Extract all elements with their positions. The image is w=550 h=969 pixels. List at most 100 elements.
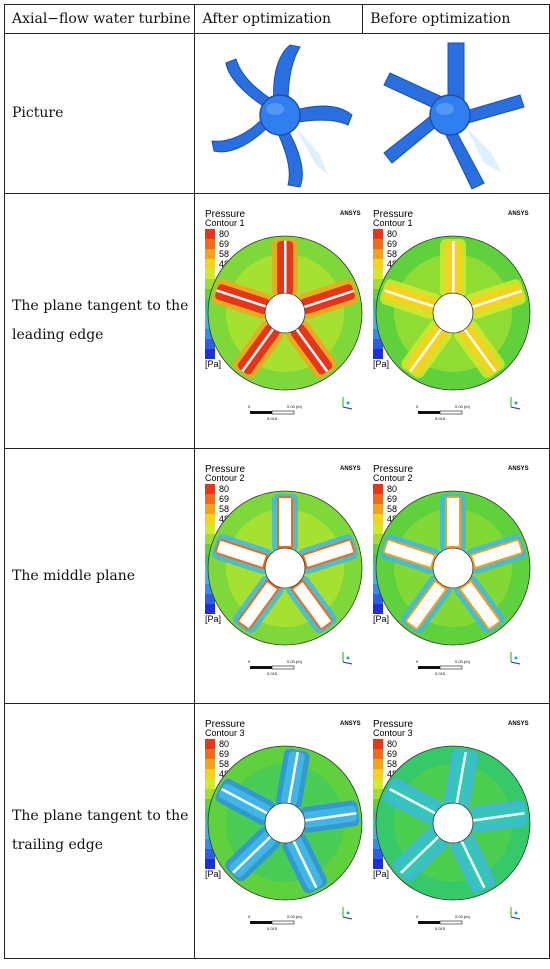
contour-blade (272, 493, 299, 552)
contour-hub (433, 547, 474, 588)
scale-label: 0.015 (267, 416, 278, 421)
legend-unit: [Pa] (373, 614, 389, 624)
contour-hub (265, 802, 306, 843)
legend-swatch (205, 748, 216, 759)
ansys-logo: ANSYS (340, 466, 361, 472)
legend-swatch (373, 838, 384, 849)
legend-level: 58 (387, 504, 397, 514)
contour-subtitle: Contour 3 (373, 728, 413, 738)
contour-blade (298, 278, 359, 319)
legend-level: 69 (219, 494, 229, 504)
legend-swatch (373, 778, 384, 789)
legend-level: 69 (387, 239, 397, 249)
scale-label: 0 (248, 914, 251, 919)
legend-swatch (205, 483, 216, 494)
scale-label: 0.03 (m) (455, 914, 471, 919)
legend-swatch (373, 328, 384, 339)
contour-blade (401, 320, 453, 378)
scale-label: 0 (416, 659, 419, 664)
legend-swatch (373, 348, 384, 359)
legend-swatch (205, 268, 216, 279)
legend-swatch (205, 593, 216, 604)
legend-swatch (373, 603, 384, 614)
scale-label: 0.015 (435, 416, 446, 421)
legend-unit: [Pa] (373, 359, 389, 369)
legend-level: 69 (219, 749, 229, 759)
scale-label: 0 (248, 659, 251, 664)
ansys-logo: ANSYS (508, 211, 529, 217)
contour-blade (454, 575, 506, 633)
ansys-logo: ANSYS (340, 211, 361, 217)
legend-unit: [Pa] (373, 869, 389, 879)
scale-bar (272, 920, 295, 924)
scale-bar (440, 665, 463, 669)
axis-triad (514, 401, 518, 404)
contour-blade (384, 778, 444, 825)
scale-label: 0.03 (m) (287, 404, 303, 409)
header-turbine: Axial−flow water turbine (3, 4, 196, 34)
scale-bar (418, 410, 441, 414)
contour-blade (466, 533, 527, 574)
contour-blade (286, 575, 338, 633)
legend-swatch (205, 348, 216, 359)
row-label-leading: The plane tangent to the leading edge (3, 193, 196, 449)
contour-blade (216, 778, 276, 825)
legend-level: 58 (387, 759, 397, 769)
row-label: The plane tangent to the leading edge (12, 298, 189, 343)
contour-blade (300, 800, 360, 833)
row-label: The middle plane (12, 567, 136, 584)
header-col1: Axial−flow water turbine (12, 11, 191, 27)
scale-bar (272, 410, 295, 414)
scale-label: 0.015 (267, 926, 278, 931)
legend-swatch (373, 248, 384, 259)
contour-blade (298, 533, 359, 574)
contour-blade (233, 575, 285, 633)
legend-swatch (373, 533, 384, 544)
scale-bar (250, 410, 273, 414)
legend-swatch (205, 238, 216, 249)
row-label-trailing: The plane tangent to the trailing edge (3, 703, 196, 959)
contour-title: Pressure (205, 209, 245, 220)
legend-swatch (205, 758, 216, 769)
legend-swatch (205, 858, 216, 869)
legend-level: 80 (387, 484, 397, 494)
scale-bar (250, 920, 273, 924)
picture-cell (194, 33, 550, 194)
legend-swatch (205, 778, 216, 789)
axis-triad (346, 656, 350, 659)
legend-unit: [Pa] (205, 869, 221, 879)
legend-level: 69 (219, 239, 229, 249)
legend-swatch (373, 483, 384, 494)
contour-hub (433, 802, 474, 843)
legend-level: 69 (387, 749, 397, 759)
legend-swatch (373, 788, 384, 799)
row-label: Picture (12, 105, 64, 121)
runner-before-image (383, 42, 526, 190)
ansys-logo: ANSYS (508, 466, 529, 472)
contour-hub (265, 292, 306, 333)
legend-level: 48 (219, 259, 229, 269)
scale-label: 0.03 (m) (455, 404, 471, 409)
contour-blade (225, 826, 281, 881)
scale-bar (418, 920, 441, 924)
legend-swatch (373, 493, 384, 504)
ansys-logo: ANSYS (340, 721, 361, 727)
legend-swatch (205, 738, 216, 749)
legend-swatch (373, 758, 384, 769)
axis-triad (514, 656, 518, 659)
scale-label: 0 (416, 914, 419, 919)
contour-subtitle: Contour 3 (205, 728, 245, 738)
legend-swatch (373, 513, 384, 524)
scale-label: 0.03 (m) (287, 659, 303, 664)
legend-swatch (205, 533, 216, 544)
contour-title: Pressure (373, 209, 413, 220)
scale-label: 0.015 (435, 926, 446, 931)
legend-swatch (205, 228, 216, 239)
scale-label: 0.03 (m) (455, 659, 471, 664)
